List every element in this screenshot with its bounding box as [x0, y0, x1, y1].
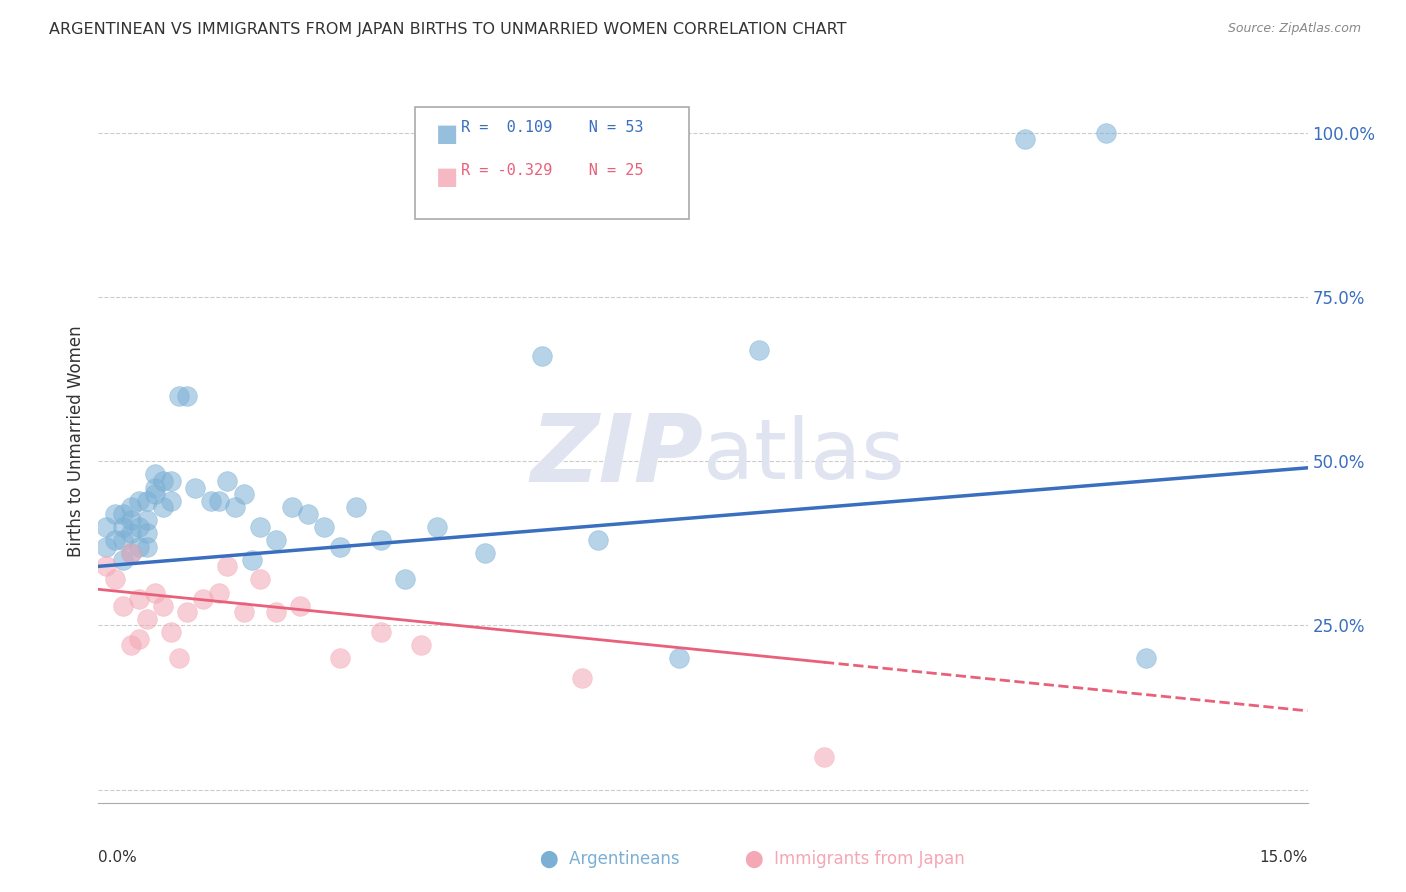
Point [128, 520, 150, 534]
Point [120, 546, 142, 560]
Point [314, 520, 336, 534]
Point [217, 474, 239, 488]
Point [120, 513, 142, 527]
Point [571, 671, 593, 685]
Point [103, 507, 125, 521]
Point [1095, 126, 1118, 140]
Point [184, 481, 207, 495]
Point [135, 612, 157, 626]
Point [160, 625, 183, 640]
Point [297, 507, 319, 521]
Point [409, 638, 432, 652]
Point [128, 540, 150, 554]
Point [135, 540, 157, 554]
Point [1135, 651, 1157, 665]
Y-axis label: Births to Unmarried Women: Births to Unmarried Women [66, 326, 84, 558]
Point [748, 343, 770, 357]
Point [128, 632, 150, 646]
Point [143, 585, 166, 599]
Text: 15.0%: 15.0% [1260, 850, 1308, 864]
Point [96, 520, 118, 534]
Point [232, 487, 254, 501]
Point [167, 388, 190, 402]
Point [217, 559, 239, 574]
Point [96, 559, 118, 574]
Point [329, 540, 352, 554]
Point [813, 749, 835, 764]
Point [128, 592, 150, 607]
Point [120, 500, 142, 515]
Text: ARGENTINEAN VS IMMIGRANTS FROM JAPAN BIRTHS TO UNMARRIED WOMEN CORRELATION CHART: ARGENTINEAN VS IMMIGRANTS FROM JAPAN BIR… [49, 22, 846, 37]
Point [208, 493, 231, 508]
Point [143, 481, 166, 495]
Point [668, 651, 690, 665]
Point [240, 553, 263, 567]
Text: ■: ■ [436, 165, 458, 189]
Point [96, 540, 118, 554]
Point [160, 493, 183, 508]
Point [176, 605, 198, 619]
Point [474, 546, 496, 560]
Point [120, 526, 142, 541]
Point [249, 573, 271, 587]
Text: ■: ■ [436, 122, 458, 146]
Text: atlas: atlas [703, 416, 904, 497]
Point [111, 520, 134, 534]
Point [394, 573, 416, 587]
Point [111, 599, 134, 613]
Point [135, 493, 157, 508]
Point [586, 533, 609, 547]
Point [111, 507, 134, 521]
Point [426, 520, 449, 534]
Point [200, 493, 222, 508]
Text: R =  0.109    N = 53: R = 0.109 N = 53 [461, 120, 644, 136]
Point [264, 605, 287, 619]
Point [143, 487, 166, 501]
Point [120, 546, 142, 560]
Point [152, 474, 174, 488]
Text: R = -0.329    N = 25: R = -0.329 N = 25 [461, 163, 644, 178]
Point [135, 526, 157, 541]
Point [281, 500, 304, 515]
Text: Source: ZipAtlas.com: Source: ZipAtlas.com [1227, 22, 1361, 36]
Point [128, 493, 150, 508]
Text: ⬤  Argentineans: ⬤ Argentineans [540, 850, 679, 868]
Point [1014, 132, 1036, 146]
Point [370, 625, 392, 640]
Point [103, 533, 125, 547]
Text: ⬤  Immigrants from Japan: ⬤ Immigrants from Japan [745, 850, 965, 868]
Point [370, 533, 392, 547]
Point [103, 573, 125, 587]
Point [160, 474, 183, 488]
Point [264, 533, 287, 547]
Point [143, 467, 166, 482]
Text: ZIP: ZIP [530, 410, 703, 502]
Point [224, 500, 246, 515]
Point [208, 585, 231, 599]
Text: 0.0%: 0.0% [98, 850, 138, 864]
Point [111, 533, 134, 547]
Point [176, 388, 198, 402]
Point [249, 520, 271, 534]
Point [135, 513, 157, 527]
Point [167, 651, 190, 665]
Point [530, 349, 553, 363]
Point [232, 605, 254, 619]
Point [344, 500, 367, 515]
Point [120, 638, 142, 652]
Point [329, 651, 352, 665]
Point [111, 553, 134, 567]
Point [193, 592, 215, 607]
Point [152, 500, 174, 515]
Point [288, 599, 311, 613]
Point [152, 599, 174, 613]
